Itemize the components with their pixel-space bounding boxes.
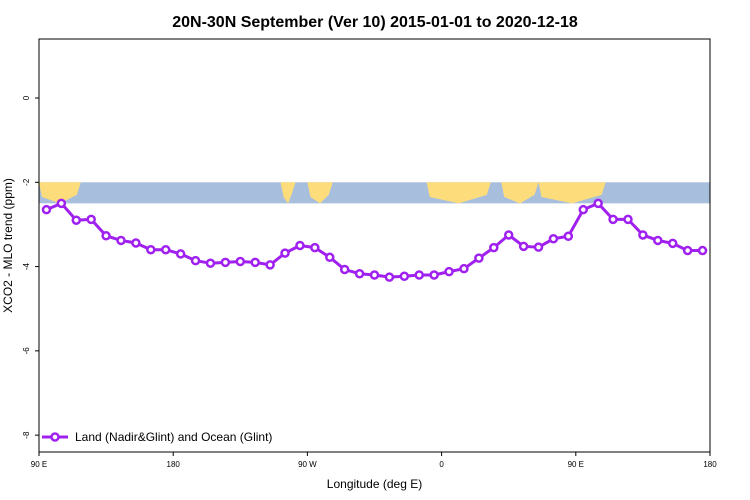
data-point (682, 245, 693, 256)
x-tick-label: 0 (439, 460, 444, 469)
world-map-band (39, 182, 710, 204)
data-point (369, 270, 380, 280)
data-point (310, 242, 320, 253)
data-point (116, 235, 126, 246)
data-point (444, 266, 454, 277)
data-point (608, 214, 618, 225)
data-point (459, 263, 469, 274)
data-point (86, 214, 96, 225)
data-point (489, 242, 499, 253)
data-point (548, 234, 559, 244)
land-shape (538, 182, 606, 204)
data-point (41, 204, 52, 215)
y-axis-label: XCO2 - MLO trend (ppm) (1, 178, 15, 313)
data-point (220, 257, 231, 268)
data-point (131, 238, 141, 248)
data-point (235, 256, 246, 267)
land-shape (426, 182, 491, 204)
legend-label: Land (Nadir&Glint) and Ocean (Glint) (75, 430, 272, 444)
map-ocean (39, 182, 710, 204)
data-point (265, 260, 275, 270)
data-point (250, 257, 260, 268)
legend: Land (Nadir&Glint) and Ocean (Glint) (42, 430, 272, 444)
data-point (190, 255, 201, 266)
data-point (354, 268, 365, 279)
y-tick-label: -4 (22, 262, 31, 270)
x-axis-label: Longitude (deg E) (327, 477, 422, 491)
data-point (593, 198, 603, 209)
data-point (429, 270, 439, 280)
data-point (175, 249, 186, 259)
x-tick-label: 180 (703, 460, 717, 469)
data-point (697, 245, 708, 256)
land-shape (39, 182, 81, 204)
data-point (56, 198, 67, 209)
land-shape (501, 182, 539, 204)
y-tick-label: -6 (22, 347, 31, 355)
data-point (474, 253, 484, 263)
data-point (653, 235, 663, 246)
data-point (339, 264, 350, 275)
data-point (71, 215, 82, 225)
data-point (384, 272, 395, 282)
data-point (325, 252, 335, 263)
data-point (667, 238, 678, 249)
legend-marker (50, 432, 60, 442)
x-axis: 90 E 180 90 W 0 90 E 180 (31, 452, 717, 469)
y-tick-label: -2 (22, 178, 31, 186)
land-shape (280, 182, 296, 204)
x-tick-label: 90 W (298, 460, 317, 469)
data-point (205, 258, 216, 268)
data-point (280, 248, 290, 258)
data-point (160, 244, 171, 255)
x-tick-label: 90 E (31, 460, 47, 469)
data-point (578, 204, 589, 215)
map-land (39, 182, 606, 204)
land-shape (307, 182, 333, 204)
y-tick-label: 0 (22, 95, 31, 100)
data-point (518, 241, 529, 252)
chart-title: 20N-30N September (Ver 10) 2015-01-01 to… (172, 14, 578, 31)
x-tick-label: 90 E (568, 460, 584, 469)
x-tick-label: 180 (167, 460, 181, 469)
y-axis: 0 -2 -4 -6 -8 (22, 95, 39, 439)
data-point (101, 231, 111, 241)
data-point (533, 242, 544, 252)
data-point (399, 271, 410, 282)
y-tick-label: -8 (22, 431, 31, 439)
data-point (503, 230, 514, 240)
data-point (414, 270, 424, 280)
data-point (563, 231, 574, 241)
series-line (45, 201, 703, 279)
series-layer (41, 198, 708, 282)
data-point (638, 230, 648, 240)
data-point (146, 244, 156, 255)
data-point (295, 240, 305, 251)
plot-frame (38, 38, 711, 453)
data-point (623, 214, 633, 225)
